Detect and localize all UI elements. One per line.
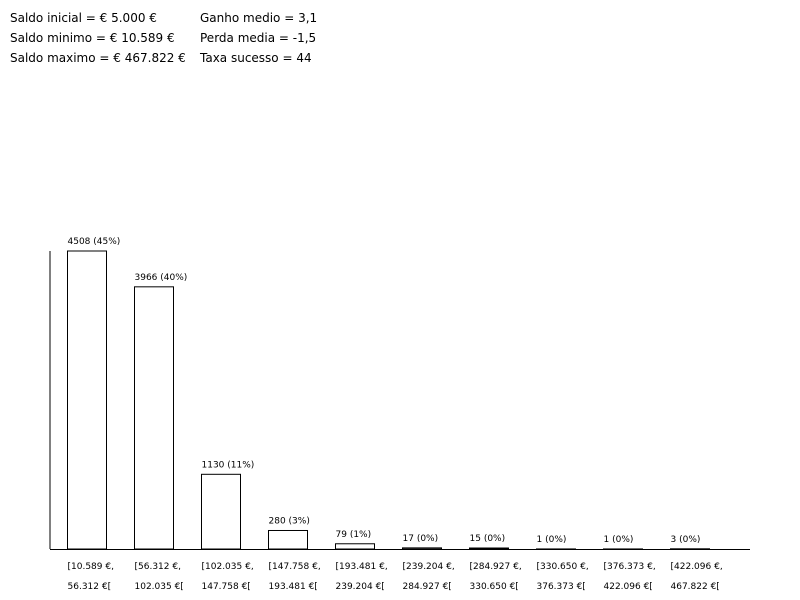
tick-label-0-start: [10.589 €,: [68, 562, 114, 572]
bar-4: [335, 543, 375, 550]
bar-value-label-3: 280 (3%): [269, 516, 310, 526]
bar-5: [402, 547, 442, 550]
bar-value-label-2: 1130 (11%): [202, 460, 255, 470]
bar-value-label-5: 17 (0%): [403, 534, 439, 544]
tick-label-9-start: [422.096 €,: [671, 562, 723, 572]
stat-taxa-sucesso: Taxa sucesso = 44: [200, 51, 312, 65]
stat-saldo-maximo: Saldo maximo = € 467.822 €: [10, 51, 186, 65]
tick-label-6-end: 330.650 €[: [470, 582, 519, 592]
tick-label-1-start: [56.312 €,: [135, 562, 181, 572]
bar-0: [67, 250, 107, 550]
bar-value-label-6: 15 (0%): [470, 534, 506, 544]
tick-label-2-start: [102.035 €,: [202, 562, 254, 572]
tick-label-3-start: [147.758 €,: [269, 562, 321, 572]
stats-left-panel: Saldo inicial = € 5.000 € Saldo minimo =…: [10, 8, 186, 68]
tick-label-0-end: 56.312 €[: [68, 582, 112, 592]
tick-label-6-start: [284.927 €,: [470, 562, 522, 572]
bar-2: [201, 473, 241, 550]
bar-6: [469, 547, 509, 550]
tick-label-8-end: 422.096 €[: [604, 582, 653, 592]
tick-label-8-start: [376.373 €,: [604, 562, 656, 572]
stat-ganho-medio: Ganho medio = 3,1: [200, 11, 318, 25]
bar-1: [134, 286, 174, 550]
stat-perda-media: Perda media = -1,5: [200, 31, 317, 45]
bar-value-label-9: 3 (0%): [671, 535, 701, 545]
tick-label-2-end: 147.758 €[: [202, 582, 251, 592]
bar-value-label-0: 4508 (45%): [68, 237, 121, 247]
tick-label-1-end: 102.035 €[: [135, 582, 184, 592]
axes-layer: [49, 251, 750, 550]
stat-saldo-inicial: Saldo inicial = € 5.000 €: [10, 11, 157, 25]
bar-value-label-7: 1 (0%): [537, 535, 567, 545]
tick-label-5-end: 284.927 €[: [403, 582, 452, 592]
tick-label-5-start: [239.204 €,: [403, 562, 455, 572]
stats-right-panel: Ganho medio = 3,1 Perda media = -1,5 Tax…: [200, 8, 317, 68]
bar-value-label-8: 1 (0%): [604, 535, 634, 545]
bar-value-label-4: 79 (1%): [336, 530, 372, 540]
tick-label-7-end: 376.373 €[: [537, 582, 586, 592]
stat-saldo-minimo: Saldo minimo = € 10.589 €: [10, 31, 175, 45]
tick-label-4-end: 239.204 €[: [336, 582, 385, 592]
bar-value-label-1: 3966 (40%): [135, 273, 188, 283]
bars-layer: [67, 250, 710, 550]
tick-label-9-end: 467.822 €[: [671, 582, 720, 592]
bar-3: [268, 529, 308, 550]
tick-label-7-start: [330.650 €,: [537, 562, 589, 572]
tick-label-4-start: [193.481 €,: [336, 562, 388, 572]
tick-label-3-end: 193.481 €[: [269, 582, 318, 592]
labels-layer: 4508 (45%) [10.589 €, 56.312 €[ 3966 (40%) […: [68, 237, 723, 592]
